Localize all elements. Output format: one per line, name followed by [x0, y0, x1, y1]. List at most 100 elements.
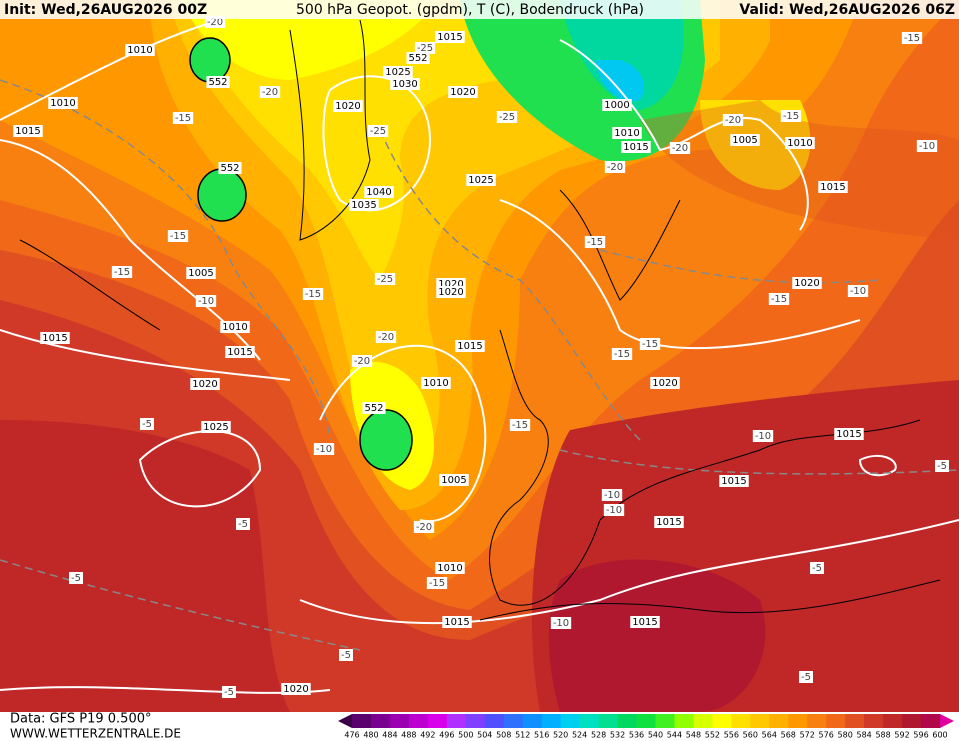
isobar-label-box	[448, 86, 478, 98]
temperature-label: -5	[801, 672, 811, 683]
legend-swatch	[352, 714, 372, 728]
temperature-label-box	[584, 236, 606, 248]
height-label-box	[206, 76, 230, 88]
init-time: Init: Wed,26AUG2026 00Z	[4, 2, 207, 18]
legend-label: 536	[629, 731, 644, 740]
temperature-label-group: -20	[375, 331, 397, 343]
temperature-label-box	[810, 562, 824, 574]
map-title: 500 hPa Geopot. (gpdm), T (C), Bodendruc…	[296, 2, 644, 18]
isobar-label: 1005	[188, 268, 213, 279]
temperature-label: -15	[512, 420, 528, 431]
legend-swatch	[598, 714, 619, 728]
temperature-label-box	[172, 112, 194, 124]
isobar-label-group: 1015	[818, 181, 848, 193]
isobar-label: 1010	[50, 98, 75, 109]
isobar-label-group: 1015	[654, 516, 684, 528]
temperature-label-group: -10	[550, 617, 572, 629]
temperature-label-box	[604, 161, 626, 173]
legend-label: 528	[591, 731, 606, 740]
isobar-label-group: 1005	[730, 134, 760, 146]
temperature-label-group: -15	[111, 266, 133, 278]
legend-label: 584	[856, 731, 871, 740]
temperature-label-group: -5	[799, 671, 813, 683]
isobar-label: 1015	[227, 347, 252, 358]
isobar-label-box	[435, 31, 465, 43]
isobar-label: 1005	[441, 475, 466, 486]
temperature-label-group: -10	[313, 443, 335, 455]
temperature-label: -5	[224, 687, 234, 698]
isobar-label: 1000	[604, 100, 629, 111]
legend-swatch	[864, 714, 884, 728]
legend-swatch	[655, 714, 675, 728]
isobar-label: 1010	[222, 322, 247, 333]
isobar-label-group: 1010	[220, 321, 250, 333]
isobar-label-group: 1020	[281, 683, 311, 695]
height-label-group: 552	[206, 76, 230, 88]
isobar-label-group: 1010	[48, 97, 78, 109]
temperature-label-group: -25	[374, 273, 396, 285]
isobar-label: 1015	[836, 429, 861, 440]
legend-label: 504	[477, 731, 492, 740]
isobar-label: 1015	[623, 142, 648, 153]
isobar-label-group: 1005	[439, 474, 469, 486]
temperature-label-group: -10	[195, 295, 217, 307]
temperature-label: -10	[755, 431, 771, 442]
temperature-label: -5	[71, 573, 81, 584]
temperature-label-box	[496, 111, 518, 123]
height-label-box	[362, 402, 386, 414]
temperature-label: -15	[904, 33, 920, 44]
isobar-label: 1025	[385, 67, 410, 78]
isobar-label-box	[630, 616, 660, 628]
legend-label: 580	[838, 731, 853, 740]
legend-swatch	[446, 714, 467, 728]
temperature-label-group: -15	[509, 419, 531, 431]
website: WWW.WETTERZENTRALE.DE	[10, 727, 181, 741]
temperature-label-group: -5	[222, 686, 236, 698]
isobar-label: 1025	[468, 175, 493, 186]
height-label-group: 552	[406, 52, 430, 64]
temperature-label: -10	[316, 444, 332, 455]
legend-swatch	[389, 714, 410, 728]
temperature-label-group: -15	[426, 577, 448, 589]
isobar-label-box	[650, 377, 680, 389]
isobar-label-box	[466, 174, 496, 186]
temperature-label-group: -10	[601, 489, 623, 501]
isotherms	[0, 79, 959, 651]
isobar-label-box	[333, 100, 363, 112]
temperature-label-box	[768, 293, 790, 305]
temperature-label: -15	[642, 339, 658, 350]
color-legend: 476 480 484 488 492 496 500 504 508 512 516 520 524 5…	[338, 714, 954, 740]
legend-label: 596	[913, 731, 928, 740]
temperature-label-box	[414, 42, 436, 54]
temperature-label-group: -5	[935, 460, 949, 472]
isobar-label: 1020	[652, 378, 677, 389]
temperature-label-box	[611, 348, 633, 360]
temperature-label-group: -10	[916, 140, 938, 152]
isobar-label-box	[383, 66, 413, 78]
legend-label: 476	[344, 731, 359, 740]
isobar-label-group: 1010	[612, 127, 642, 139]
isobar-label-box	[612, 127, 642, 139]
temperature-label-box	[111, 266, 133, 278]
isobar-label: 1020	[450, 87, 475, 98]
temperature-label: -25	[377, 274, 393, 285]
temperature-label-box	[780, 110, 802, 122]
legend-swatch	[769, 714, 789, 728]
isobar-label-box	[364, 186, 394, 198]
temperature-label: -15	[114, 267, 130, 278]
temperature-label-group: -5	[140, 418, 154, 430]
legend-label: 564	[762, 731, 777, 740]
temperature-label-box	[313, 443, 335, 455]
temperature-label-box	[550, 617, 572, 629]
height-label-box	[406, 52, 430, 64]
temperature-label: -5	[142, 419, 152, 430]
temperature-label: -10	[198, 296, 214, 307]
temperature-label: -10	[604, 490, 620, 501]
legend-arrow-high	[940, 714, 954, 728]
isobar-label-group: 1010	[435, 562, 465, 574]
legend-label: 496	[439, 731, 454, 740]
isobar-label-box	[125, 44, 155, 56]
temperature-label-box	[413, 521, 435, 533]
isobar-label: 1030	[392, 79, 417, 90]
temperature-label: -15	[587, 237, 603, 248]
